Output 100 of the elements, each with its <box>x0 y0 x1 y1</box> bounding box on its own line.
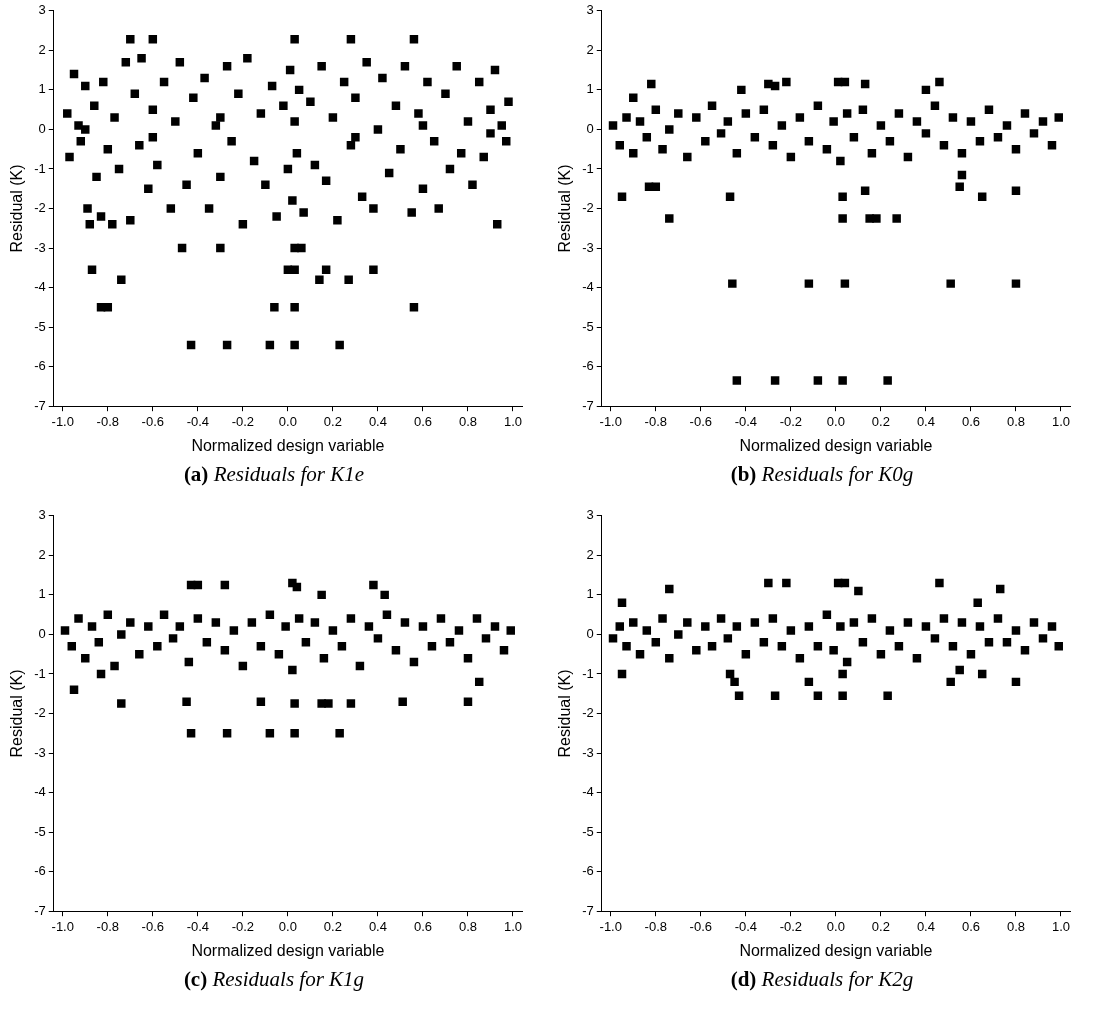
y-tick-label: 2 <box>586 546 594 562</box>
y-tick-label: -4 <box>582 784 594 800</box>
y-tick-label: 0 <box>38 121 46 136</box>
x-tick-label: 0.2 <box>871 413 890 429</box>
x-tick-label: -0.6 <box>141 413 165 429</box>
y-tick-label: -5 <box>34 318 46 334</box>
x-tick-label: 0.0 <box>826 918 845 934</box>
y-tick-label: 1 <box>586 81 594 97</box>
y-tick-label: -4 <box>34 279 46 295</box>
y-tick-label: -7 <box>582 902 594 918</box>
x-tick-label: 0.2 <box>871 918 890 934</box>
x-tick-label: 0.4 <box>368 413 387 429</box>
y-axis-title: Residual (K) <box>8 164 26 253</box>
y-tick-label: 1 <box>586 586 594 602</box>
y-tick-label: -7 <box>34 902 46 918</box>
x-axis-title: Normalized design variable <box>191 436 385 454</box>
x-tick-label: 0.0 <box>278 413 297 429</box>
y-tick-label: 1 <box>38 586 46 602</box>
y-tick-label: -5 <box>582 823 594 839</box>
y-tick-label: 3 <box>586 2 594 18</box>
x-tick-label: -0.4 <box>186 413 210 429</box>
x-tick-label: -1.0 <box>51 918 74 934</box>
y-tick-label: 2 <box>38 546 46 562</box>
x-tick-label: 0.6 <box>961 413 980 429</box>
x-tick-label: 0.0 <box>826 413 845 429</box>
x-tick-label: -1.0 <box>599 918 622 934</box>
x-tick-label: 0.4 <box>368 918 387 934</box>
x-tick-label: -1.0 <box>51 413 74 429</box>
y-tick-label: 3 <box>586 507 594 523</box>
x-tick-label: 0.8 <box>1006 918 1026 934</box>
x-tick-label: 1.0 <box>1051 413 1071 429</box>
y-tick-label: -7 <box>582 397 594 413</box>
x-tick-label: -0.8 <box>644 413 667 429</box>
x-axis-title: Normalized design variable <box>739 436 933 454</box>
x-tick-label: -0.6 <box>141 918 165 934</box>
x-tick-label: 0.2 <box>323 413 342 429</box>
x-tick-label: -0.4 <box>734 413 758 429</box>
x-tick-label: 1.0 <box>503 413 523 429</box>
y-tick-label: 0 <box>586 626 594 641</box>
text: (d) Residuals for K2g <box>730 967 914 991</box>
y-axis-title: Residual (K) <box>8 669 26 758</box>
x-tick-label: -0.2 <box>231 413 255 429</box>
x-tick-label: 1.0 <box>503 918 523 934</box>
y-tick-label: 0 <box>586 121 594 136</box>
x-tick-label: 1.0 <box>1051 918 1071 934</box>
y-tick-label: 1 <box>38 81 46 97</box>
y-tick-label: 2 <box>586 41 594 57</box>
text: (c) Residuals for K1g <box>183 967 365 991</box>
y-tick-label: -2 <box>34 705 46 721</box>
y-tick-label: -6 <box>34 358 46 374</box>
text: (a) Residuals for K1e <box>183 462 365 486</box>
y-tick-label: -3 <box>34 239 46 255</box>
x-tick-label: -0.2 <box>231 918 255 934</box>
x-tick-label: -0.8 <box>644 918 667 934</box>
x-tick-label: 0.8 <box>458 918 478 934</box>
y-tick-label: 3 <box>38 507 46 523</box>
x-tick-label: -0.6 <box>689 413 713 429</box>
y-axis-title: Residual (K) <box>556 164 574 253</box>
y-tick-label: -3 <box>582 239 594 255</box>
y-axis-title: Residual (K) <box>556 669 574 758</box>
x-tick-label: -0.6 <box>689 918 713 934</box>
x-axis-title: Normalized design variable <box>739 941 933 959</box>
y-tick-label: -1 <box>582 160 594 176</box>
y-tick-label: -2 <box>582 705 594 721</box>
x-tick-label: 0.8 <box>458 413 478 429</box>
y-tick-label: -1 <box>582 665 594 681</box>
x-tick-label: 0.4 <box>916 918 935 934</box>
y-tick-label: 2 <box>38 41 46 57</box>
x-tick-label: 0.6 <box>413 918 432 934</box>
x-tick-label: -0.4 <box>186 918 210 934</box>
x-tick-label: -0.8 <box>96 918 119 934</box>
x-tick-label: 0.0 <box>278 918 297 934</box>
y-tick-label: -4 <box>582 279 594 295</box>
x-tick-label: 0.6 <box>413 413 432 429</box>
y-tick-label: -6 <box>582 358 594 374</box>
x-tick-label: -0.4 <box>734 918 758 934</box>
y-tick-label: -3 <box>582 744 594 760</box>
y-tick-label: -7 <box>34 397 46 413</box>
y-tick-label: -3 <box>34 744 46 760</box>
y-tick-label: -5 <box>582 318 594 334</box>
x-axis-title: Normalized design variable <box>191 941 385 959</box>
y-tick-label: -5 <box>34 823 46 839</box>
x-tick-label: -0.2 <box>779 918 803 934</box>
x-tick-label: -0.8 <box>96 413 119 429</box>
y-tick-label: -1 <box>34 160 46 176</box>
x-tick-label: -1.0 <box>599 413 622 429</box>
x-tick-label: -0.2 <box>779 413 803 429</box>
x-tick-label: 0.8 <box>1006 413 1026 429</box>
y-tick-label: -6 <box>582 863 594 879</box>
x-tick-label: 0.6 <box>961 918 980 934</box>
text: (b) Residuals for K0g <box>730 462 914 486</box>
y-tick-label: 3 <box>38 2 46 18</box>
x-tick-label: 0.2 <box>323 918 342 934</box>
y-tick-label: 0 <box>38 626 46 641</box>
y-tick-label: -6 <box>34 863 46 879</box>
y-tick-label: -2 <box>34 200 46 216</box>
y-tick-label: -4 <box>34 784 46 800</box>
y-tick-label: -1 <box>34 665 46 681</box>
y-tick-label: -2 <box>582 200 594 216</box>
x-tick-label: 0.4 <box>916 413 935 429</box>
